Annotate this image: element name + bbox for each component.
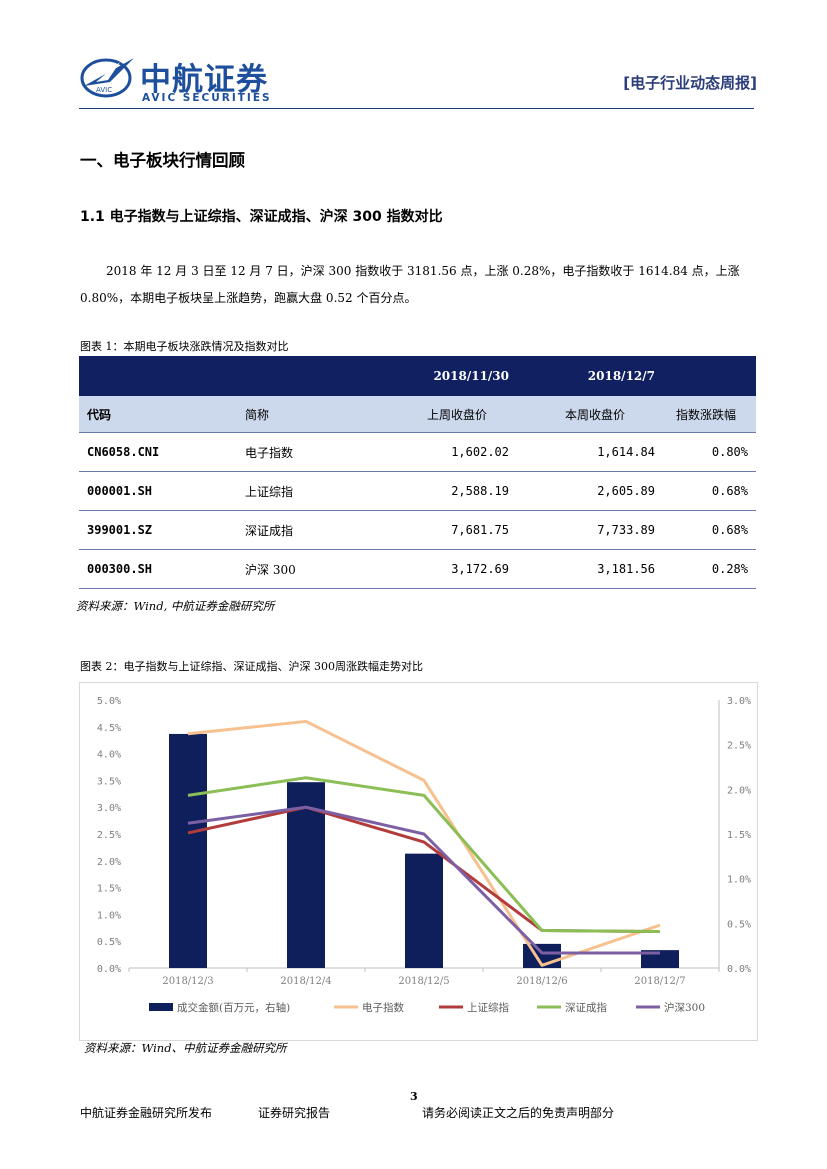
left-axis-tick-label: 1.5% xyxy=(97,884,121,895)
summary-paragraph: 2018 年 12 月 3 日至 12 月 7 日，沪深 300 指数收于 31… xyxy=(80,264,740,305)
cell-code: 399001.SZ xyxy=(79,510,225,550)
legend-label: 深证成指 xyxy=(565,1001,607,1014)
cell-code: CN6058.CNI xyxy=(79,432,225,472)
cell-name: 电子指数 xyxy=(225,432,371,472)
left-axis-tick-label: 4.5% xyxy=(97,723,121,734)
table-caption: 图表 1：本期电子板块涨跌情况及指数对比 xyxy=(80,340,289,353)
left-axis-tick-label: 2.5% xyxy=(97,830,121,841)
left-axis-tick-label: 1.0% xyxy=(97,910,121,921)
left-axis-tick-label: 0.5% xyxy=(97,937,121,948)
cell-name: 沪深 300 xyxy=(225,549,371,589)
chart-frame xyxy=(79,682,758,1041)
cell-curr: 1,614.84 xyxy=(517,432,663,472)
footer-publisher: 中航证券金融研究所发布 xyxy=(80,1106,213,1120)
legend-label: 上证综指 xyxy=(467,1001,509,1014)
cell-code: 000001.SH xyxy=(79,471,225,511)
cell-chg: 0.68% xyxy=(663,510,756,550)
chart-source-note: 资料来源：Wind、中航证券金融研究所 xyxy=(84,1041,287,1055)
legend-swatch xyxy=(149,1003,173,1011)
col-header-name: 简称 xyxy=(225,396,371,433)
col-header-prev: 上周收盘价 xyxy=(371,396,517,433)
volume-bar xyxy=(405,853,443,968)
company-logo-english: AVIC SECURITIES xyxy=(142,92,272,104)
right-axis-tick-label: 1.5% xyxy=(727,830,751,841)
index-comparison-table: 2018/11/30 2018/12/7 代码 简称 上周收盘价 本周收盘价 指… xyxy=(79,356,756,589)
left-axis-tick-label: 2.0% xyxy=(97,857,121,868)
x-axis-tick-label: 2018/12/6 xyxy=(516,976,567,987)
legend-label: 电子指数 xyxy=(362,1001,404,1014)
report-type-label: [电子行业动态周报] xyxy=(623,74,757,92)
weekly-change-chart: 0.0% 0.5% 1.0% 1.5% 2.0% 2.5% 3.0% 3.5% 4.0% 4.5%… xyxy=(97,696,751,1014)
volume-bar xyxy=(287,782,325,968)
table-header-row: 代码 简称 上周收盘价 本周收盘价 指数涨跌幅 xyxy=(79,396,756,433)
left-axis-tick-label: 3.0% xyxy=(97,803,121,814)
table-row: 000001.SH 上证综指 2,588.19 2,605.89 0.68% xyxy=(79,471,756,511)
cell-chg: 0.28% xyxy=(663,549,756,589)
cell-name: 上证综指 xyxy=(225,471,371,511)
subsection-heading: 1.1 电子指数与上证综指、深证成指、沪深 300 指数对比 xyxy=(80,209,443,225)
right-axis-tick-label: 1.0% xyxy=(727,875,751,886)
footer-disclaimer: 请务必阅读正文之后的免责声明部分 xyxy=(422,1106,615,1120)
band-cell xyxy=(225,356,371,396)
right-axis-tick-label: 3.0% xyxy=(727,696,751,707)
col-header-curr: 本周收盘价 xyxy=(517,396,663,433)
band-date-prev: 2018/11/30 xyxy=(371,356,517,396)
left-axis-tick-label: 5.0% xyxy=(97,696,121,707)
cell-chg: 0.68% xyxy=(663,471,756,511)
chart-caption: 图表 2：电子指数与上证综指、深证成指、沪深 300周涨跌幅走势对比 xyxy=(80,660,423,673)
cell-curr: 2,605.89 xyxy=(517,471,663,511)
cell-chg: 0.80% xyxy=(663,432,756,472)
volume-bar xyxy=(641,950,679,968)
col-header-chg: 指数涨跌幅 xyxy=(663,396,756,433)
band-date-curr: 2018/12/7 xyxy=(517,356,663,396)
company-logo-text: 中航证券 xyxy=(140,62,268,98)
table-row: 000300.SH 沪深 300 3,172.69 3,181.56 0.28% xyxy=(79,549,756,589)
x-axis-tick-label: 2018/12/5 xyxy=(398,976,449,987)
cell-name: 深证成指 xyxy=(225,510,371,550)
right-axis-tick-label: 2.0% xyxy=(727,785,751,796)
cell-prev: 3,172.69 xyxy=(371,549,517,589)
x-axis-tick-label: 2018/12/3 xyxy=(162,976,213,987)
legend-label: 成交金额(百万元，右轴) xyxy=(177,1001,290,1014)
table-source-note: 资料来源：Wind, 中航证券金融研究所 xyxy=(76,599,275,613)
cell-curr: 3,181.56 xyxy=(517,549,663,589)
x-axis-tick-label: 2018/12/7 xyxy=(634,976,685,987)
cell-prev: 1,602.02 xyxy=(371,432,517,472)
table-date-band: 2018/11/30 2018/12/7 xyxy=(79,356,756,396)
right-axis-tick-label: 0.0% xyxy=(727,964,751,975)
series-line xyxy=(187,776,661,934)
left-axis-tick-label: 0.0% xyxy=(97,964,121,975)
avic-logo-emblem: AVIC xyxy=(80,58,134,98)
left-axis-tick-label: 4.0% xyxy=(97,750,121,761)
right-axis-tick-label: 2.5% xyxy=(727,741,751,752)
band-cell xyxy=(79,356,225,396)
page-number: 3 xyxy=(410,1090,418,1103)
series-line xyxy=(187,805,660,955)
volume-bar xyxy=(169,733,207,968)
right-axis-tick-label: 0.5% xyxy=(727,919,751,930)
cell-curr: 7,733.89 xyxy=(517,510,663,550)
band-cell xyxy=(663,356,756,396)
header-divider xyxy=(79,108,754,109)
table-row: CN6058.CNI 电子指数 1,602.02 1,614.84 0.80% xyxy=(79,432,756,472)
table-row: 399001.SZ 深证成指 7,681.75 7,733.89 0.68% xyxy=(79,510,756,550)
footer-report-kind: 证券研究报告 xyxy=(258,1106,331,1120)
x-axis-tick-label: 2018/12/4 xyxy=(280,976,331,987)
cell-prev: 2,588.19 xyxy=(371,471,517,511)
cell-prev: 7,681.75 xyxy=(371,510,517,550)
col-header-code: 代码 xyxy=(79,396,225,433)
section-heading: 一、电子板块行情回顾 xyxy=(80,151,245,170)
legend-label: 沪深300 xyxy=(664,1001,705,1014)
cell-code: 000300.SH xyxy=(79,549,225,589)
logo-badge: AVIC xyxy=(96,86,112,94)
left-axis-tick-label: 3.5% xyxy=(97,776,121,787)
